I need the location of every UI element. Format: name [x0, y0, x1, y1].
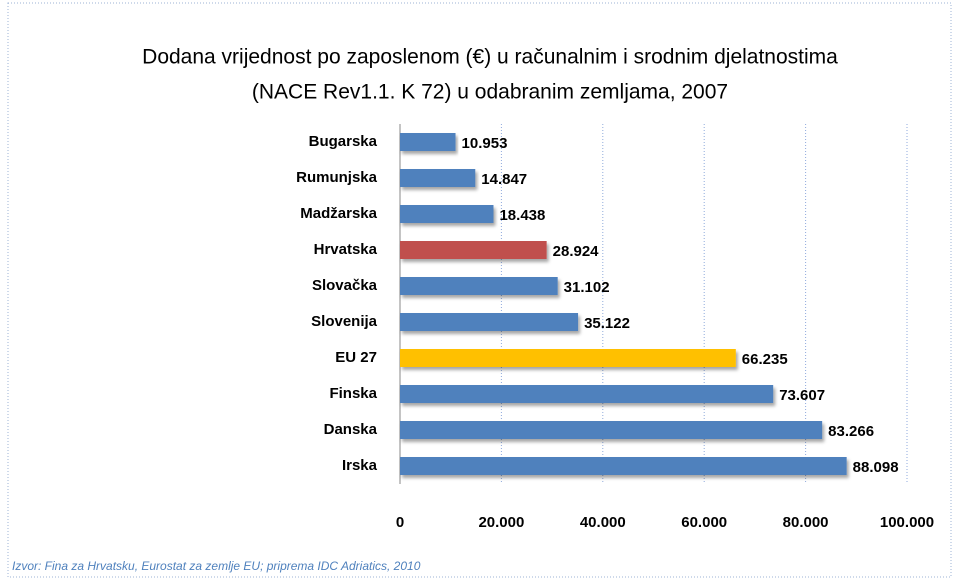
y-tick-label: Slovačka	[312, 277, 378, 294]
y-tick-label: EU 27	[335, 349, 377, 366]
value-label: 10.953	[462, 135, 508, 152]
y-tick-label: Finska	[329, 385, 377, 402]
x-tick-label: 80.000	[783, 514, 829, 531]
chart-title: Dodana vrijednost po zaposlenom (€) u ra…	[142, 46, 838, 69]
bar	[400, 313, 579, 331]
value-label: 83.266	[828, 423, 874, 440]
value-label: 66.235	[742, 351, 788, 368]
x-tick-label: 40.000	[580, 514, 626, 531]
y-tick-label: Bugarska	[309, 133, 378, 150]
bar	[400, 277, 558, 295]
value-label: 18.438	[499, 207, 545, 224]
value-label: 88.098	[853, 459, 899, 476]
bar	[400, 385, 774, 403]
x-tick-label: 20.000	[478, 514, 524, 531]
y-tick-label: Rumunjska	[296, 169, 378, 186]
bar	[400, 241, 547, 259]
frame	[7, 2, 952, 578]
bar	[400, 205, 494, 223]
bar	[400, 349, 736, 367]
value-label: 28.924	[553, 243, 600, 260]
bar	[400, 133, 456, 151]
y-tick-label: Slovenija	[311, 313, 378, 330]
chart-title: (NACE Rev1.1. K 72) u odabranim zemljama…	[252, 81, 728, 104]
y-tick-label: Irska	[342, 457, 378, 474]
y-tick-label: Danska	[324, 421, 378, 438]
bar	[400, 457, 847, 475]
x-tick-label: 60.000	[681, 514, 727, 531]
y-tick-label: Hrvatska	[314, 241, 378, 258]
bar	[400, 169, 476, 187]
value-label: 31.102	[564, 279, 610, 296]
bar	[400, 421, 823, 439]
value-label: 35.122	[584, 315, 630, 332]
x-tick-label: 100.000	[880, 514, 934, 531]
source-note: Izvor: Fina za Hrvatsku, Eurostat za zem…	[12, 559, 421, 573]
x-tick-label: 0	[396, 514, 404, 531]
value-label: 14.847	[481, 171, 527, 188]
value-label: 73.607	[779, 387, 825, 404]
y-tick-label: Madžarska	[300, 205, 377, 222]
